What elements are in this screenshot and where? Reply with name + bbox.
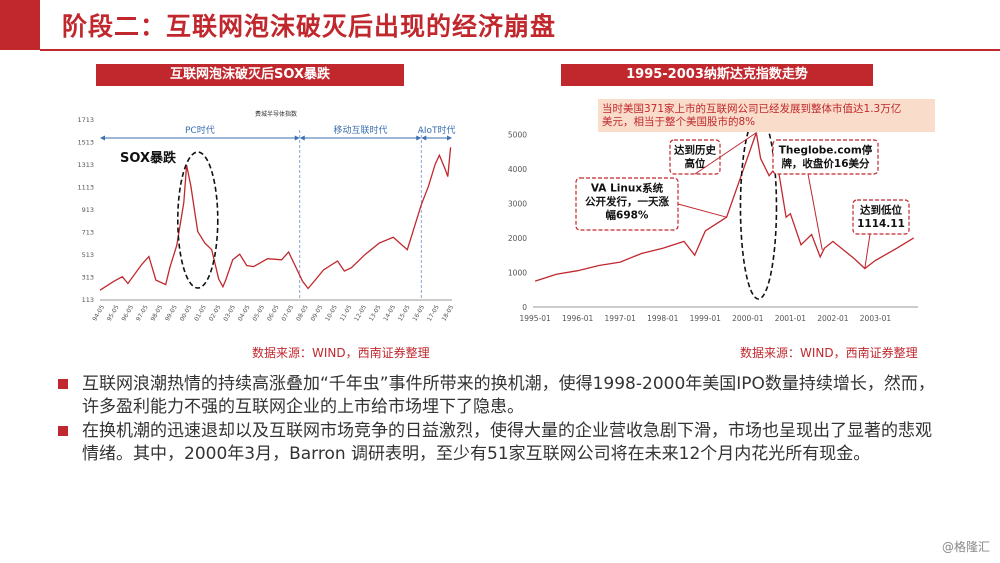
x-tick-label: 15-05 <box>397 304 412 323</box>
market-cap-note-box <box>598 99 935 132</box>
x-tick-label: 1998-01 <box>647 314 679 323</box>
theglobe-annotation-box <box>772 139 879 175</box>
sox-crash-annotation: SOX暴跌 <box>120 150 177 166</box>
y-tick-label: 713 <box>82 229 94 237</box>
bullet-text: 在换机潮的迅速退却以及互联网市场竞争的日益激烈，使得大量的企业营收急剧下滑，市场… <box>82 421 932 464</box>
historic-high-annotation-text: 高位 <box>685 157 706 170</box>
right-panel-header: 1995-2003纳斯达克指数走势 <box>561 64 873 86</box>
x-tick-label: 10-05 <box>324 304 339 323</box>
x-tick-label: 11-05 <box>339 304 354 323</box>
era-label: 移动互联时代 <box>334 124 388 136</box>
x-tick-label: 00-05 <box>179 304 194 323</box>
market-cap-note-text: 当时美国371家上市的互联网公司已经发展到整体市值达1.3万亿 <box>602 102 901 115</box>
y-tick-label: 0 <box>522 303 527 312</box>
x-tick-label: 13-05 <box>368 304 383 323</box>
watermark: @格隆汇 <box>941 540 990 554</box>
low-point-annotation-box <box>852 199 910 235</box>
x-tick-label: 99-05 <box>164 304 179 323</box>
x-tick-label: 05-05 <box>251 304 266 323</box>
left-panel-header: 互联网泡沫破灭后SOX暴跌 <box>96 64 404 86</box>
x-tick-label: 95-05 <box>106 304 121 323</box>
x-tick-label: 03-05 <box>222 304 237 323</box>
sox-chart: 费城半导体指数 113 313 513 713 913 1113 1313 1513 1713 94… <box>77 110 456 323</box>
x-tick-label: 07-05 <box>280 304 295 323</box>
theglobe-annotation-text: 牌，收盘价16美分 <box>781 157 870 170</box>
bullet-item: 互联网浪潮热情的持续高涨叠加“千年虫”事件所带来的换机潮，使得1998-2000… <box>58 373 938 418</box>
y-tick-label: 5000 <box>508 130 527 139</box>
x-tick-label: 2000-01 <box>732 314 764 323</box>
x-tick-label: 02-05 <box>208 304 223 323</box>
y-tick-label: 913 <box>82 206 94 214</box>
bullet-square-icon <box>58 426 68 436</box>
x-tick-label: 1995-01 <box>519 314 551 323</box>
theglobe-annotation-text: Theglobe.com停 <box>779 144 873 157</box>
x-tick-label: 97-05 <box>135 304 150 323</box>
nasdaq-chart: 0 1000 2000 3000 4000 5000 1995-01 1996-01 1997-… <box>508 99 935 323</box>
x-tick-label: 1999-01 <box>690 314 722 323</box>
historic-high-annotation-text: 达到历史 <box>674 144 716 157</box>
x-tick-label: 2003-01 <box>860 314 892 323</box>
low-point-annotation-text: 1114.11 <box>857 218 905 230</box>
y-tick-label: 3000 <box>508 199 527 208</box>
bullet-item: 在换机潮的迅速退却以及互联网市场竞争的日益激烈，使得大量的企业营收急剧下滑，市场… <box>58 420 938 465</box>
x-tick-label: 2002-01 <box>817 314 849 323</box>
x-tick-label: 01-05 <box>193 304 208 323</box>
left-source-note: 数据来源：WIND，西南证券整理 <box>252 346 430 360</box>
era-arrowhead <box>294 135 300 141</box>
chart-title: 费城半导体指数 <box>255 110 297 118</box>
era-arrowhead <box>100 135 105 141</box>
era-arrowhead <box>447 135 452 141</box>
x-tick-label: 16-05 <box>411 304 426 323</box>
bullet-square-icon <box>58 379 68 389</box>
page-title: 阶段二：互联网泡沫破灭后出现的经济崩盘 <box>62 12 557 41</box>
historic-high-connector <box>694 132 757 175</box>
x-tick-label: 08-05 <box>295 304 310 323</box>
va-linux-connector <box>677 203 727 218</box>
era-label: PC时代 <box>185 124 215 136</box>
x-tick-label: 04-05 <box>237 304 252 323</box>
right-source-note: 数据来源：WIND，西南证券整理 <box>740 346 918 360</box>
va-linux-annotation-text: 公开发行，一天涨 <box>585 195 669 208</box>
x-tick-label: 98-05 <box>150 304 165 323</box>
x-tick-label: 09-05 <box>310 304 325 323</box>
y-tick-label: 513 <box>82 251 94 259</box>
y-tick-label: 313 <box>82 274 94 282</box>
y-tick-label: 1313 <box>77 161 94 169</box>
era-arrowhead <box>416 135 422 141</box>
y-tick-label: 2000 <box>508 234 527 243</box>
y-tick-label: 1113 <box>77 184 94 192</box>
x-tick-label: 18-05 <box>441 304 456 323</box>
x-tick-label: 96-05 <box>120 304 135 323</box>
era-label: AIoT时代 <box>418 124 456 136</box>
bullet-list: 互联网浪潮热情的持续高涨叠加“千年虫”事件所带来的换机潮，使得1998-2000… <box>58 373 938 465</box>
crash-highlight-ellipse <box>176 151 219 289</box>
low-point-annotation-text: 达到低位 <box>860 204 902 217</box>
x-tick-label: 1997-01 <box>605 314 637 323</box>
x-tick-label: 14-05 <box>382 304 397 323</box>
va-linux-annotation-text: VA Linux系统 <box>591 182 664 195</box>
va-linux-annotation-text: 幅698% <box>606 209 649 222</box>
x-tick-label: 2001-01 <box>775 314 807 323</box>
sox-series-line <box>99 147 452 291</box>
x-tick-label: 94-05 <box>91 304 106 323</box>
market-cap-note-text: 美元，相当于整个美国股市的8% <box>602 115 755 128</box>
y-tick-label: 1000 <box>508 268 527 277</box>
bullet-text: 互联网浪潮热情的持续高涨叠加“千年虫”事件所带来的换机潮，使得1998-2000… <box>82 374 935 417</box>
theglobe-connector <box>807 173 823 251</box>
nasdaq-series-line <box>534 132 915 282</box>
x-tick-label: 1996-01 <box>562 314 594 323</box>
y-tick-label: 1513 <box>77 139 94 147</box>
y-tick-label: 4000 <box>508 165 527 174</box>
x-tick-label: 17-05 <box>426 304 441 323</box>
y-tick-label: 1713 <box>77 116 94 124</box>
x-tick-label: 12-05 <box>353 304 368 323</box>
x-tick-label: 06-05 <box>266 304 281 323</box>
y-tick-label: 113 <box>82 296 94 304</box>
title-divider <box>40 49 1000 51</box>
low-point-connector <box>864 233 871 269</box>
era-arrowhead <box>421 135 427 141</box>
title-accent-bar <box>0 0 40 50</box>
era-arrowhead <box>299 135 305 141</box>
